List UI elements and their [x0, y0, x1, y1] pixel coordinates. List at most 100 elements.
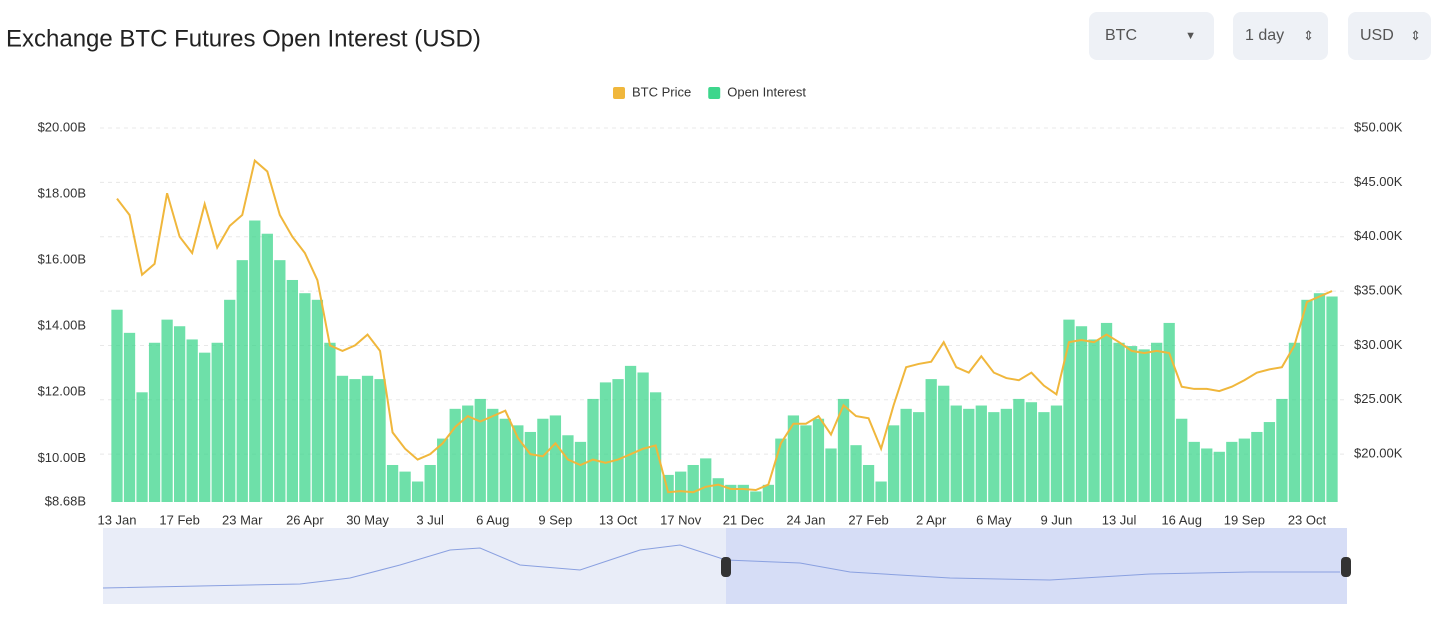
bar	[599, 382, 612, 502]
x-tick-label: 6 May	[976, 512, 1012, 527]
bar	[725, 484, 737, 502]
bar	[950, 405, 962, 502]
bar	[637, 372, 649, 502]
y2-tick-label: $40.00K	[1354, 228, 1403, 243]
x-tick-label: 27 Feb	[848, 512, 888, 527]
bar	[324, 342, 336, 502]
bar	[361, 375, 374, 502]
bar	[236, 260, 248, 502]
bar	[787, 415, 800, 502]
bar	[1288, 342, 1301, 502]
bar	[1025, 402, 1038, 502]
navigator	[102, 528, 1351, 604]
bar	[499, 418, 511, 502]
bar	[1075, 326, 1088, 502]
bar	[938, 385, 950, 502]
bar	[1301, 299, 1313, 502]
y-tick-label: $20.00B	[38, 119, 86, 134]
bar	[349, 379, 361, 502]
bar	[1176, 418, 1188, 502]
bar	[173, 326, 186, 502]
caret: ▼	[1185, 30, 1196, 42]
caret: ⇕	[1410, 28, 1421, 43]
navigator-line	[102, 544, 1340, 589]
x-tick-label: 17 Nov	[660, 512, 702, 527]
y2-tick-label: $25.00K	[1354, 391, 1403, 406]
bar	[274, 260, 286, 502]
bar	[887, 425, 900, 502]
navigator-handle[interactable]	[1341, 557, 1351, 577]
bar	[1238, 438, 1250, 502]
bar	[988, 412, 1000, 502]
bar	[1050, 405, 1063, 502]
bar	[186, 339, 198, 502]
x-tick-label: 17 Feb	[159, 512, 199, 527]
bar	[963, 408, 975, 502]
x-tick-label: 16 Aug	[1161, 512, 1202, 527]
bar	[700, 458, 712, 502]
bar	[524, 431, 536, 502]
bar	[1251, 431, 1263, 502]
y-tick-label: $14.00B	[38, 318, 86, 333]
x-tick-label: 23 Oct	[1288, 512, 1327, 527]
bar	[1138, 349, 1150, 502]
legend-swatch	[708, 87, 721, 99]
currency-select[interactable]: USD ⇕	[1348, 12, 1431, 60]
bar	[148, 342, 161, 502]
bar	[261, 233, 273, 503]
bar	[537, 418, 549, 502]
bar	[900, 408, 912, 502]
bar	[675, 471, 687, 502]
bar	[424, 464, 436, 502]
bar	[474, 398, 486, 502]
x-tick-label: 9 Sep	[538, 512, 572, 527]
bar	[762, 484, 774, 502]
bar	[1226, 441, 1238, 502]
y-tick-label: $16.00B	[38, 252, 86, 267]
x-tick-label: 21 Dec	[723, 512, 765, 527]
navigator-handle[interactable]	[721, 557, 731, 577]
bar	[411, 481, 424, 502]
bar	[211, 342, 223, 502]
x-tick-label: 23 Mar	[222, 512, 263, 527]
bar	[374, 379, 386, 502]
y2-tick-label: $20.00K	[1354, 446, 1403, 461]
bar	[549, 415, 562, 502]
bar	[1263, 422, 1276, 502]
bar	[750, 491, 762, 502]
bar	[574, 441, 587, 502]
x-tick-label: 2 Apr	[916, 512, 947, 527]
bar	[462, 405, 474, 502]
navigator-selection	[726, 528, 1347, 604]
x-tick-label: 9 Jun	[1041, 512, 1073, 527]
bar	[712, 478, 724, 502]
bar	[1201, 448, 1213, 502]
coin-select[interactable]: BTC ▼	[1089, 12, 1214, 60]
bar	[837, 398, 850, 502]
y-tick-label: $10.00B	[38, 450, 86, 465]
bar	[913, 412, 925, 502]
bar	[737, 484, 749, 502]
x-tick-label: 13 Jul	[1102, 512, 1137, 527]
coin-label: BTC	[1105, 27, 1137, 44]
y2-tick-label: $35.00K	[1354, 283, 1403, 298]
bar	[875, 481, 887, 502]
bar	[1213, 451, 1225, 502]
bar	[1113, 342, 1125, 502]
bar	[812, 418, 825, 502]
y2-tick-label: $45.00K	[1354, 174, 1403, 189]
bar	[249, 220, 261, 502]
bar	[1088, 339, 1100, 502]
interval-select[interactable]: 1 day ⇕	[1233, 12, 1328, 60]
bar	[136, 392, 148, 502]
bar	[1000, 408, 1012, 502]
bar	[437, 438, 449, 502]
bar	[1100, 322, 1113, 502]
caret: ⇕	[1303, 28, 1314, 43]
bar	[1151, 342, 1163, 502]
bar	[562, 435, 574, 502]
bar	[1063, 319, 1075, 502]
x-tick-label: 3 Jul	[416, 512, 444, 527]
bar	[199, 352, 211, 502]
